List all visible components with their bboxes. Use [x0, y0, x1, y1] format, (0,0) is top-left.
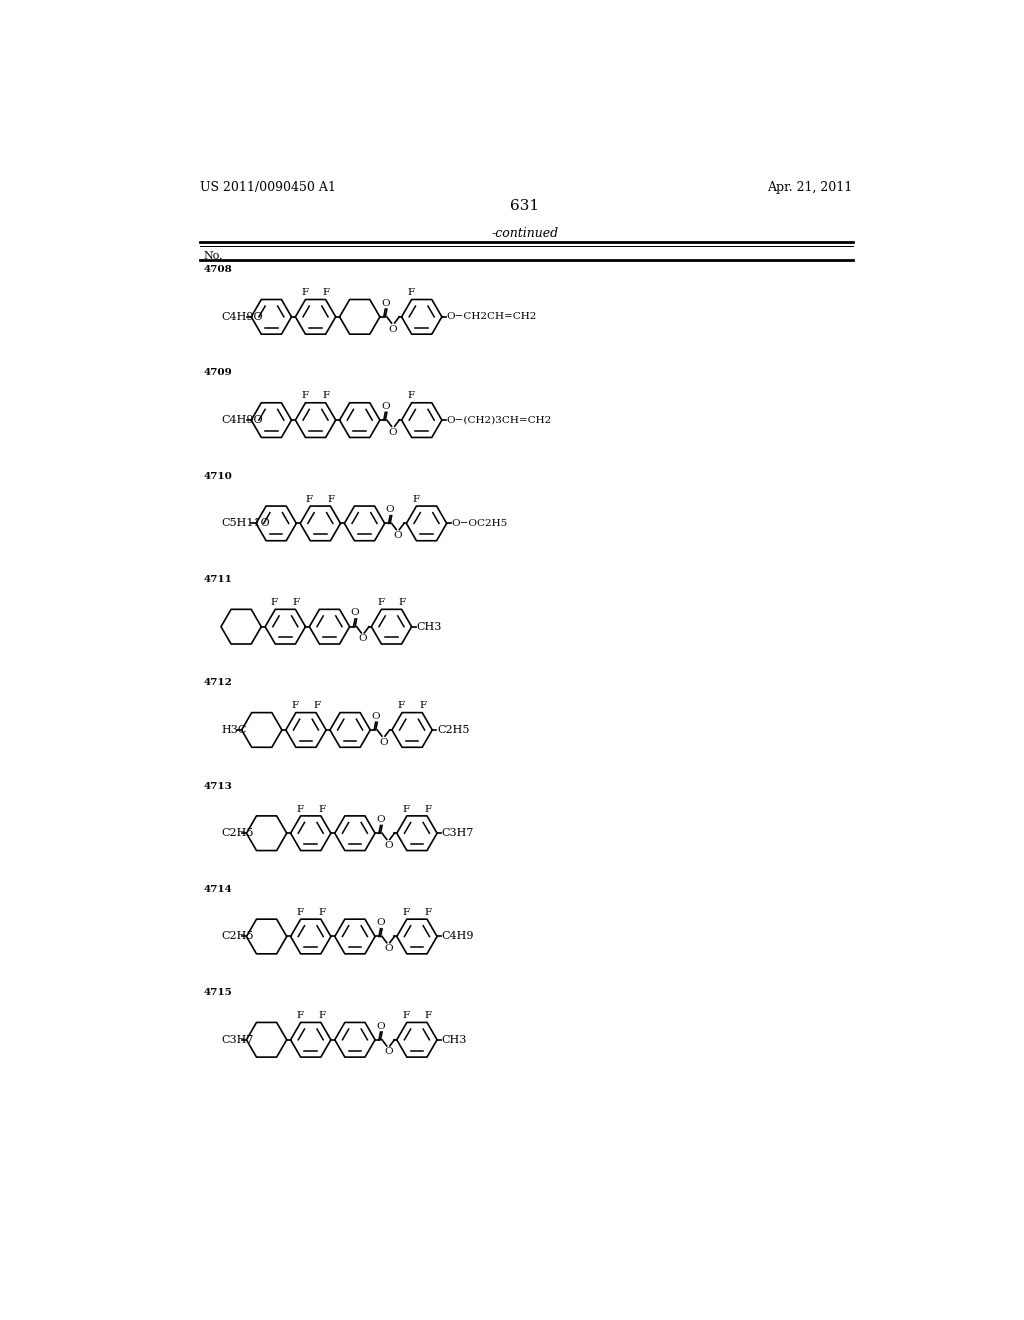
Text: F: F	[397, 701, 404, 710]
Text: O: O	[379, 738, 388, 747]
Text: F: F	[402, 908, 410, 917]
Text: F: F	[323, 392, 330, 400]
Text: 4709: 4709	[204, 368, 232, 378]
Text: US 2011/0090450 A1: US 2011/0090450 A1	[200, 181, 336, 194]
Text: CH3: CH3	[441, 1035, 467, 1044]
Text: O: O	[376, 1022, 385, 1031]
Text: 4713: 4713	[204, 781, 232, 791]
Text: O: O	[351, 609, 359, 618]
Text: 4715: 4715	[204, 989, 232, 997]
Text: C2H5: C2H5	[221, 828, 254, 838]
Text: F: F	[402, 805, 410, 813]
Text: O: O	[381, 401, 389, 411]
Text: O: O	[358, 635, 368, 643]
Text: F: F	[323, 288, 330, 297]
Text: F: F	[296, 1011, 303, 1020]
Text: O−CH2CH=CH2: O−CH2CH=CH2	[446, 313, 537, 321]
Text: O−(CH2)3CH=CH2: O−(CH2)3CH=CH2	[446, 416, 552, 425]
Text: O: O	[389, 428, 397, 437]
Text: F: F	[402, 1011, 410, 1020]
Text: O−OC2H5: O−OC2H5	[452, 519, 508, 528]
Text: O: O	[384, 1048, 392, 1056]
Text: F: F	[408, 392, 415, 400]
Text: F: F	[424, 1011, 431, 1020]
Text: F: F	[292, 701, 299, 710]
Text: No.: No.	[204, 251, 223, 261]
Text: F: F	[412, 495, 419, 504]
Text: C3H7: C3H7	[441, 828, 474, 838]
Text: F: F	[318, 805, 326, 813]
Text: O: O	[381, 298, 389, 308]
Text: 4710: 4710	[204, 471, 232, 480]
Text: F: F	[301, 288, 308, 297]
Text: O: O	[393, 531, 402, 540]
Text: CH3: CH3	[417, 622, 441, 632]
Text: F: F	[313, 701, 321, 710]
Text: F: F	[296, 908, 303, 917]
Text: F: F	[293, 598, 300, 607]
Text: 4714: 4714	[204, 884, 232, 894]
Text: F: F	[424, 805, 431, 813]
Text: F: F	[420, 701, 427, 710]
Text: 4712: 4712	[204, 678, 232, 688]
Text: C5H11O: C5H11O	[221, 519, 269, 528]
Text: O: O	[384, 944, 392, 953]
Text: Apr. 21, 2011: Apr. 21, 2011	[767, 181, 853, 194]
Text: -continued: -continued	[492, 227, 558, 240]
Text: F: F	[318, 1011, 326, 1020]
Text: C4H9O: C4H9O	[221, 414, 262, 425]
Text: H3C: H3C	[221, 725, 247, 735]
Text: C4H9O: C4H9O	[221, 312, 262, 322]
Text: F: F	[398, 598, 406, 607]
Text: F: F	[408, 288, 415, 297]
Text: F: F	[301, 392, 308, 400]
Text: F: F	[318, 908, 326, 917]
Text: F: F	[424, 908, 431, 917]
Text: O: O	[376, 814, 385, 824]
Text: O: O	[384, 841, 392, 850]
Text: O: O	[389, 325, 397, 334]
Text: 4708: 4708	[204, 265, 232, 275]
Text: 631: 631	[510, 199, 540, 213]
Text: C3H7: C3H7	[221, 1035, 253, 1044]
Text: 4711: 4711	[204, 576, 232, 583]
Text: O: O	[372, 711, 380, 721]
Text: F: F	[296, 805, 303, 813]
Text: C2H5: C2H5	[221, 932, 254, 941]
Text: O: O	[376, 919, 385, 927]
Text: F: F	[306, 495, 313, 504]
Text: F: F	[377, 598, 384, 607]
Text: C2H5: C2H5	[437, 725, 469, 735]
Text: O: O	[386, 506, 394, 515]
Text: F: F	[271, 598, 279, 607]
Text: C4H9: C4H9	[441, 932, 474, 941]
Text: F: F	[328, 495, 335, 504]
